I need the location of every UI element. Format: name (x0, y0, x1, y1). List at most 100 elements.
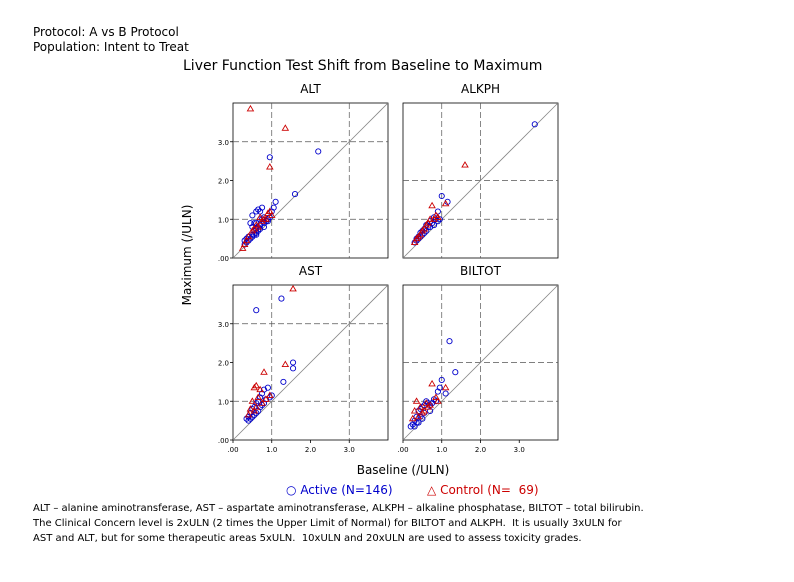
data-point-control (416, 403, 425, 410)
data-point-active (290, 365, 297, 372)
data-point-active (315, 148, 322, 155)
legend-label-active: Active (N=146) (300, 483, 393, 497)
circle-marker-icon: ○ (286, 483, 297, 497)
data-point-control (424, 403, 432, 410)
data-point-control (242, 236, 251, 244)
data-point-active (280, 378, 287, 385)
y-tick-label: .00 (218, 437, 229, 445)
data-point-control (250, 407, 259, 414)
data-point-control (434, 397, 442, 404)
x-tick-label: 3.0 (514, 446, 525, 454)
panel-title: BILTOT (460, 264, 502, 278)
data-point-active (247, 220, 254, 227)
data-point-control (244, 410, 253, 418)
y-tick-label: 1.0 (218, 398, 229, 406)
data-point-control (266, 391, 274, 398)
data-point-control (461, 161, 469, 168)
data-point-control (264, 209, 272, 216)
data-point-control (246, 405, 255, 412)
footnote-line: AST and ALT, but for some therapeutic ar… (33, 533, 582, 544)
data-point-control (410, 407, 419, 414)
data-point-control (281, 360, 290, 367)
data-point-control (258, 399, 266, 406)
data-point-control (410, 238, 419, 246)
data-point-active (249, 212, 256, 219)
data-point-active (290, 359, 297, 366)
data-point-control (426, 215, 434, 222)
chart-title: Liver Function Test Shift from Baseline … (183, 58, 543, 74)
data-point-control (256, 385, 264, 393)
data-point-active (438, 192, 445, 200)
data-point-control (266, 207, 274, 215)
data-point-control (418, 226, 427, 234)
y-tick-label: 3.0 (218, 139, 229, 147)
data-point-active (446, 338, 453, 345)
data-point-active (278, 295, 285, 302)
data-point-active (407, 423, 414, 430)
data-point-control (246, 104, 255, 112)
data-point-control (254, 223, 262, 230)
data-point-control (422, 221, 431, 228)
identity-line (402, 284, 559, 441)
data-point-control (244, 232, 253, 240)
footnote-line: The Clinical Concern level is 2xULN (2 t… (33, 518, 622, 529)
data-point-control (441, 383, 450, 391)
data-point-active (241, 237, 248, 244)
data-point-control (424, 219, 432, 226)
data-point-active (427, 407, 434, 414)
data-point-active (247, 415, 254, 422)
data-point-active (245, 237, 252, 244)
x-tick-label: 2.0 (475, 446, 486, 454)
data-point-control (262, 215, 270, 222)
data-point-active (260, 223, 268, 231)
data-point-active (452, 369, 459, 376)
data-point-active (438, 376, 445, 383)
data-point-active (251, 231, 258, 238)
data-point-control (256, 213, 264, 220)
data-point-active (270, 204, 277, 211)
x-tick-label: .00 (397, 446, 408, 454)
data-point-control (414, 412, 423, 420)
data-point-active (434, 388, 441, 395)
data-point-control (250, 383, 259, 391)
x-axis-label: Baseline (/ULN) (357, 463, 450, 477)
triangle-marker-icon: △ (427, 483, 437, 497)
data-point-control (422, 399, 431, 406)
x-tick-label: 1.0 (436, 446, 447, 454)
data-point-active (259, 204, 266, 211)
data-point-active (415, 419, 422, 426)
panel-title: ALKPH (461, 82, 500, 96)
data-point-active (253, 231, 260, 238)
x-tick-label: 2.0 (305, 446, 316, 454)
data-point-control (428, 379, 436, 387)
legend-label-control: Control (N= 69) (440, 483, 539, 497)
data-point-control (408, 414, 417, 422)
data-point-active (264, 384, 271, 391)
data-point-control (420, 225, 429, 232)
footnote-line: ALT – alanine aminotransferase, AST – as… (33, 503, 644, 514)
data-point-control (432, 393, 440, 400)
identity-line (232, 102, 389, 259)
legend-item-active: ○ Active (N=146) (286, 483, 393, 497)
x-tick-label: 1.0 (266, 446, 277, 454)
data-point-control (254, 393, 262, 400)
data-point-active (253, 208, 260, 215)
data-point-control (412, 234, 421, 242)
y-tick-label: 3.0 (218, 321, 229, 329)
protocol-label: Protocol: A vs B Protocol (33, 25, 179, 39)
data-point-control (428, 201, 436, 209)
data-point-control (248, 397, 257, 404)
data-point-control (289, 284, 297, 292)
y-tick-label: .00 (218, 255, 229, 263)
data-point-active (255, 398, 262, 405)
data-point-control (441, 199, 450, 207)
data-point-control (434, 213, 442, 220)
data-point-active (432, 398, 439, 405)
data-point-control (262, 395, 270, 402)
data-point-control (252, 403, 261, 410)
data-point-active (419, 231, 426, 238)
panel-title: ALT (300, 82, 321, 96)
data-point-control (267, 211, 276, 218)
data-point-active (260, 400, 268, 407)
legend-item-control: △ Control (N= 69) (427, 483, 539, 497)
